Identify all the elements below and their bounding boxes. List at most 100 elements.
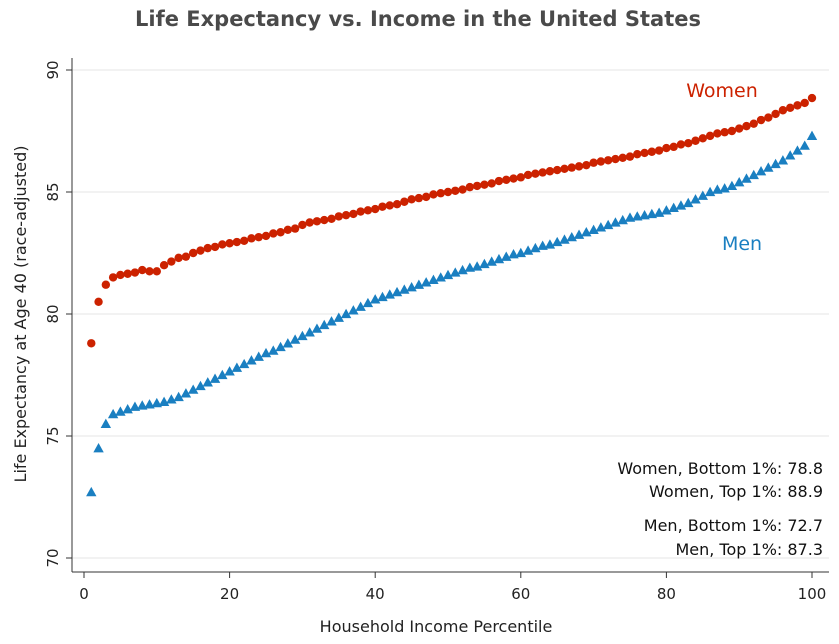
women-point xyxy=(407,195,416,204)
women-point xyxy=(713,129,722,138)
men-point xyxy=(530,242,541,253)
women-point xyxy=(487,179,496,188)
men-point xyxy=(632,211,643,221)
women-point xyxy=(502,175,511,184)
men-point xyxy=(770,158,781,169)
men-point xyxy=(137,400,148,410)
y-axis-ticks: 70 75 80 85 90 xyxy=(44,60,72,568)
women-point xyxy=(458,185,467,194)
women-point xyxy=(778,106,788,115)
women-point xyxy=(647,147,657,156)
men-point xyxy=(602,219,614,230)
men-point xyxy=(486,256,497,266)
women-point xyxy=(472,181,482,191)
women-point xyxy=(451,186,460,195)
women-point xyxy=(800,98,809,108)
men-point xyxy=(581,227,592,237)
x-tick-label-0: 0 xyxy=(79,585,89,603)
men-point xyxy=(260,347,272,358)
men-point xyxy=(668,202,679,213)
women-point xyxy=(269,229,278,238)
x-axis-label: Household Income Percentile xyxy=(320,617,553,636)
men-point xyxy=(704,186,716,197)
women-point xyxy=(603,156,613,165)
women-point xyxy=(662,143,671,153)
men-point xyxy=(464,262,476,272)
men-point xyxy=(442,269,454,280)
men-series xyxy=(86,130,818,497)
men-point xyxy=(573,229,585,239)
men-point xyxy=(777,155,789,165)
men-point xyxy=(282,338,294,348)
women-point xyxy=(378,202,387,211)
men-point xyxy=(202,377,213,387)
women-point xyxy=(727,126,737,136)
women-point xyxy=(152,267,161,276)
men-point xyxy=(537,240,548,250)
men-point xyxy=(501,251,512,261)
women-point xyxy=(232,237,242,247)
men-point xyxy=(712,184,723,194)
women-point xyxy=(414,193,424,203)
women-point xyxy=(676,140,686,149)
women-point xyxy=(145,267,154,276)
men-point xyxy=(806,130,818,141)
women-point xyxy=(174,253,183,263)
men-point xyxy=(86,486,97,497)
men-point xyxy=(209,373,221,383)
women-point xyxy=(349,209,358,219)
men-point xyxy=(508,249,519,259)
men-point xyxy=(238,358,250,369)
women-point xyxy=(684,139,693,148)
women-point xyxy=(181,252,191,261)
women-point xyxy=(356,207,365,216)
men-point xyxy=(639,209,650,220)
women-point xyxy=(400,197,409,206)
women-point xyxy=(123,269,132,278)
men-point xyxy=(275,341,286,352)
women-point xyxy=(538,168,547,177)
men-point xyxy=(646,208,658,219)
men-point xyxy=(93,443,104,453)
men-point xyxy=(326,316,337,326)
men-point xyxy=(661,205,672,215)
men-point xyxy=(115,406,126,416)
women-point xyxy=(807,93,817,103)
women-point xyxy=(749,119,758,128)
women-point xyxy=(225,239,234,248)
men-point xyxy=(588,224,599,234)
men-point xyxy=(355,301,366,311)
women-point xyxy=(705,131,715,141)
chart-title: Life Expectancy vs. Income in the United… xyxy=(135,7,701,31)
women-point xyxy=(720,128,729,137)
women-point xyxy=(523,170,533,180)
women-point xyxy=(793,101,802,110)
women-point xyxy=(633,149,642,159)
men-point xyxy=(697,190,708,200)
women-point xyxy=(159,261,169,270)
x-axis-ticks: 0 20 40 60 80 100 xyxy=(79,572,826,603)
men-point xyxy=(719,183,730,193)
women-point xyxy=(764,113,773,122)
men-point xyxy=(253,351,264,361)
men-point xyxy=(420,277,432,287)
women-point xyxy=(531,169,540,178)
annotation-women-bottom: Women, Bottom 1%: 78.8 xyxy=(617,459,823,478)
women-point xyxy=(560,164,569,174)
men-point xyxy=(457,264,468,275)
men-point xyxy=(755,166,767,176)
men-point xyxy=(552,236,563,247)
men-point xyxy=(246,355,257,365)
y-tick-label-80: 80 xyxy=(44,304,62,323)
men-point xyxy=(391,286,403,297)
men-point xyxy=(544,239,556,249)
x-tick-label-80: 80 xyxy=(657,585,676,603)
women-point xyxy=(756,115,766,125)
men-point xyxy=(726,180,738,191)
men-point xyxy=(559,234,570,244)
women-point xyxy=(625,152,635,161)
women-point xyxy=(94,297,103,306)
women-point xyxy=(320,215,329,225)
men-point xyxy=(799,140,810,150)
men-point xyxy=(428,274,439,284)
